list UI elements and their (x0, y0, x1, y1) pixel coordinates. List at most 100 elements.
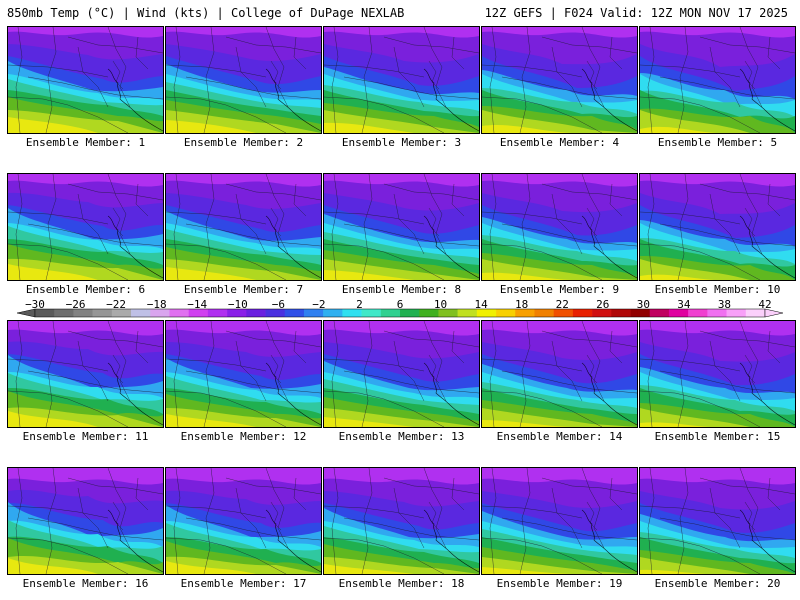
colorbar-segment (476, 309, 497, 317)
colorbar-tick-label: 34 (677, 298, 691, 311)
colorbar-segment (630, 309, 651, 317)
colorbar-segment (246, 309, 266, 317)
ensemble-member-label: Ensemble Member: 16 (22, 577, 149, 590)
colorbar-segment (745, 309, 766, 317)
colorbar-segment (726, 309, 747, 317)
colorbar-segment (438, 309, 458, 317)
colorbar-segment (649, 309, 670, 317)
colorbar-right-arrow (764, 308, 784, 318)
colorbar-tick-label: 18 (515, 298, 529, 311)
ensemble-member-map (323, 320, 480, 428)
ensemble-member-map (481, 320, 638, 428)
colorbar-segment (169, 309, 189, 317)
ensemble-member-map (639, 467, 796, 575)
colorbar-segment (707, 309, 727, 317)
ensemble-member-map (639, 173, 796, 281)
colorbar-segment (457, 309, 478, 317)
ensemble-member-map (165, 320, 322, 428)
ensemble-member-map (323, 26, 480, 134)
colorbar-tick-label: −10 (227, 298, 248, 311)
ensemble-member-map (481, 173, 638, 281)
colorbar-segment (572, 309, 593, 317)
ensemble-member-map (481, 467, 638, 575)
colorbar-segment (419, 309, 439, 317)
colorbar-tick-label: −18 (146, 298, 167, 311)
colorbar-tick-label: −14 (187, 298, 208, 311)
colorbar-tick-label: 42 (758, 298, 772, 311)
ensemble-member-map (323, 467, 480, 575)
ensemble-member-label: Ensemble Member: 3 (341, 136, 462, 149)
colorbar-segment (400, 309, 420, 317)
colorbar-segment (54, 309, 74, 317)
colorbar-tick-label: 26 (596, 298, 610, 311)
colorbar-segment (111, 309, 132, 317)
colorbar-segment (284, 309, 305, 317)
ensemble-member-map (7, 173, 164, 281)
ensemble-member-label: Ensemble Member: 15 (654, 430, 781, 443)
ensemble-member-label: Ensemble Member: 1 (25, 136, 146, 149)
colorbar-segment (592, 309, 612, 317)
ensemble-member-map (481, 26, 638, 134)
colorbar-segment (515, 309, 535, 317)
ensemble-member-map (639, 26, 796, 134)
ensemble-member-map (165, 173, 322, 281)
chart-title: 850mb Temp (°C) | Wind (kts) | College o… (7, 6, 405, 20)
colorbar-tick-label: 10 (433, 298, 448, 311)
ensemble-member-map (323, 173, 480, 281)
ensemble-member-label: Ensemble Member: 6 (25, 283, 146, 296)
colorbar-tick-label: 30 (636, 298, 650, 311)
colorbar-tick-label: −22 (106, 298, 127, 311)
colorbar-segment (265, 309, 286, 317)
ensemble-member-label: Ensemble Member: 20 (654, 577, 781, 590)
colorbar-segment (150, 309, 170, 317)
ensemble-member-label: Ensemble Member: 2 (183, 136, 304, 149)
ensemble-member-map (7, 26, 164, 134)
ensemble-member-label: Ensemble Member: 12 (180, 430, 307, 443)
colorbar-segment (323, 309, 343, 317)
ensemble-member-label: Ensemble Member: 11 (22, 430, 149, 443)
colorbar-tick-label: −26 (65, 298, 86, 311)
colorbar-segment (534, 309, 554, 317)
colorbar-segment (361, 309, 382, 317)
ensemble-member-label: Ensemble Member: 13 (338, 430, 465, 443)
ensemble-member-map (165, 26, 322, 134)
colorbar-segment (92, 309, 113, 317)
colorbar-segment (611, 309, 631, 317)
colorbar-segment (668, 309, 689, 317)
ensemble-member-label: Ensemble Member: 17 (180, 577, 307, 590)
colorbar-tick-label: 38 (717, 298, 732, 311)
colorbar-segment (496, 309, 516, 317)
temperature-colorbar (16, 308, 784, 318)
colorbar-segment (688, 309, 708, 317)
ensemble-member-label: Ensemble Member: 18 (338, 577, 465, 590)
ensemble-member-label: Ensemble Member: 4 (499, 136, 620, 149)
ensemble-member-map (7, 320, 164, 428)
ensemble-member-map (639, 320, 796, 428)
ensemble-member-label: Ensemble Member: 7 (183, 283, 304, 296)
colorbar-segment (131, 309, 151, 317)
ensemble-member-map (165, 467, 322, 575)
model-valid-time: 12Z GEFS | F024 Valid: 12Z MON NOV 17 20… (484, 6, 788, 20)
colorbar-tick-label: −2 (312, 298, 326, 311)
ensemble-member-map (7, 467, 164, 575)
colorbar-segment (35, 309, 55, 317)
ensemble-member-label: Ensemble Member: 8 (341, 283, 462, 296)
colorbar-tick-label: 14 (474, 298, 488, 311)
colorbar-segment (553, 309, 574, 317)
colorbar-segment (342, 309, 362, 317)
colorbar-segment (227, 309, 247, 317)
colorbar-tick-label: 6 (396, 298, 404, 311)
colorbar-segment (380, 309, 401, 317)
ensemble-member-label: Ensemble Member: 14 (496, 430, 623, 443)
colorbar-tick-label: 2 (356, 298, 363, 311)
ensemble-member-label: Ensemble Member: 5 (657, 136, 778, 149)
ensemble-member-label: Ensemble Member: 10 (654, 283, 781, 296)
colorbar-tick-label: −6 (271, 298, 285, 311)
colorbar-segment (207, 309, 228, 317)
ensemble-member-label: Ensemble Member: 19 (496, 577, 623, 590)
colorbar-tick-label: 22 (555, 298, 569, 311)
colorbar-segment (188, 309, 209, 317)
colorbar-segment (303, 309, 324, 317)
colorbar-segment (73, 309, 93, 317)
ensemble-member-label: Ensemble Member: 9 (499, 283, 620, 296)
